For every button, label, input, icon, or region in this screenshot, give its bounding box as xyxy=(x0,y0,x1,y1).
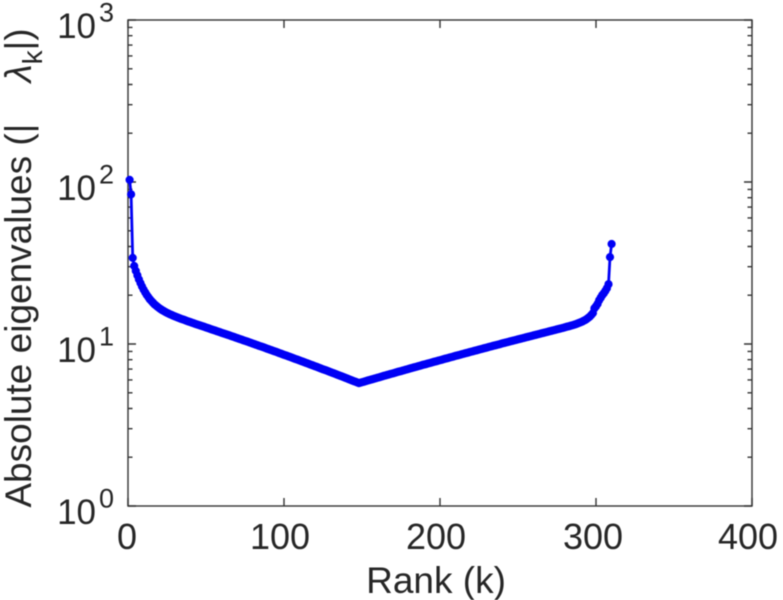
svg-text:0: 0 xyxy=(99,484,114,514)
svg-text:400: 400 xyxy=(718,516,778,557)
svg-text:3: 3 xyxy=(99,0,114,28)
svg-text:1: 1 xyxy=(99,322,114,352)
svg-text:10: 10 xyxy=(57,7,96,46)
svg-text:200: 200 xyxy=(406,516,466,557)
svg-text:10: 10 xyxy=(57,169,96,208)
svg-text:10: 10 xyxy=(57,493,96,532)
svg-text:2: 2 xyxy=(99,160,114,190)
svg-text:100: 100 xyxy=(250,516,310,557)
svg-text:Absolute eigenvalues (| λk|: Absolute eigenvalues (| λk|) xyxy=(0,28,48,507)
svg-text:Rank (k): Rank (k) xyxy=(366,560,506,600)
svg-text:0: 0 xyxy=(117,516,137,557)
svg-text:10: 10 xyxy=(57,331,96,370)
svg-text:300: 300 xyxy=(563,516,623,557)
